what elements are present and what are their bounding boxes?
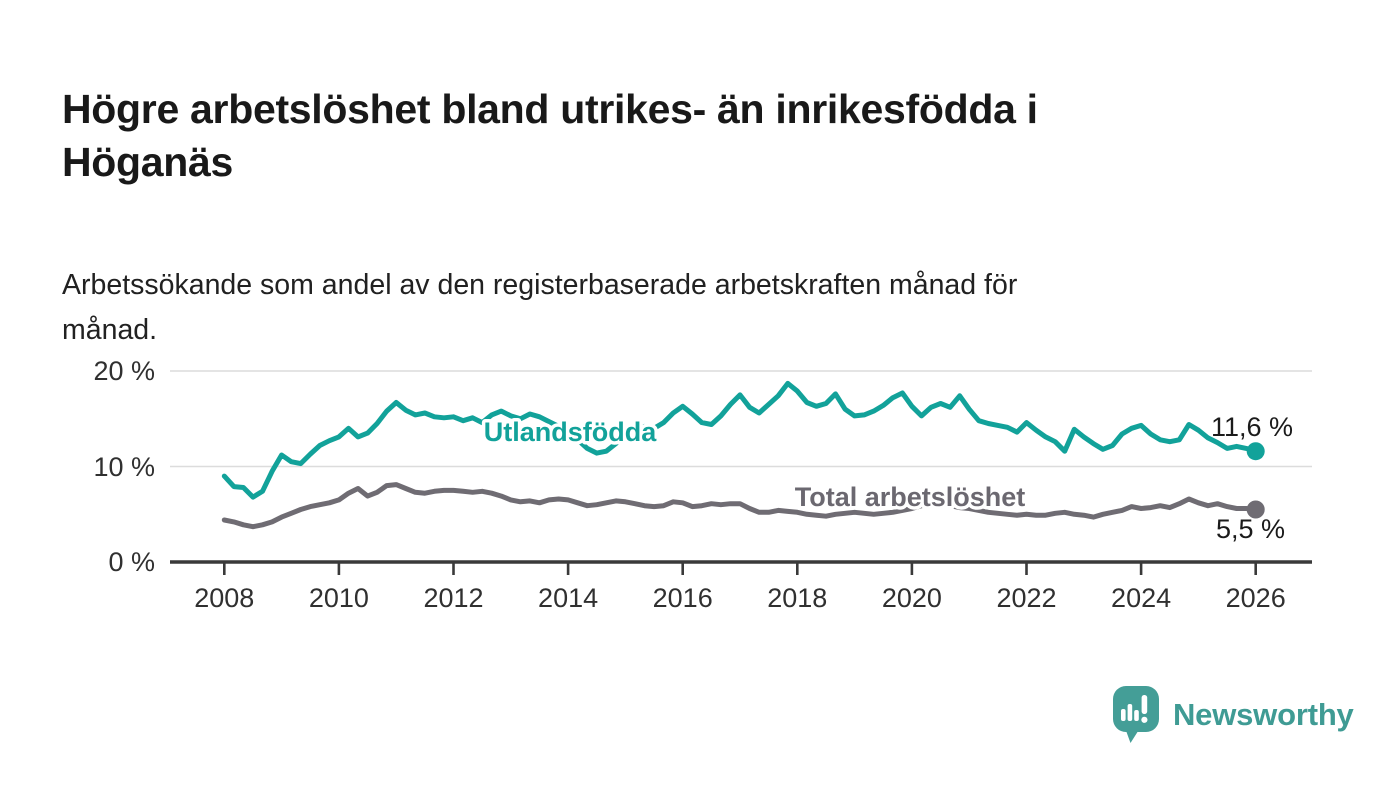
logo-wordmark: Newsworthy bbox=[1173, 697, 1354, 732]
x-tick-label: 2010 bbox=[308, 583, 369, 613]
series-label-total-arbetsloshet: Total arbetslöshet bbox=[795, 482, 1026, 512]
chart-subtitle: Arbetssökande som andel av den registerb… bbox=[62, 268, 1018, 346]
x-tick-label: 2014 bbox=[538, 583, 599, 613]
series-end-dot-0 bbox=[1246, 442, 1265, 461]
series-end-dot-1 bbox=[1246, 500, 1265, 519]
end-value-label-utlandsfodda: 11,6 % bbox=[1211, 412, 1293, 442]
page-title: Högre arbetslöshet bland utrikes- än inr… bbox=[62, 86, 1038, 185]
y-tick-label: 10 % bbox=[93, 451, 155, 482]
x-tick-label: 2020 bbox=[881, 583, 942, 613]
x-tick-label: 2018 bbox=[767, 583, 828, 613]
y-tick-label: 0 % bbox=[108, 547, 155, 577]
x-tick-label: 2016 bbox=[652, 583, 713, 613]
series-line-1 bbox=[221, 482, 1259, 530]
series-label-utlandsfodda: Utlandsfödda bbox=[484, 417, 657, 447]
x-tick-label: 2024 bbox=[1111, 583, 1172, 613]
x-tick-label: 2012 bbox=[423, 583, 484, 613]
x-tick-label: 2026 bbox=[1225, 583, 1286, 613]
series-line-0 bbox=[221, 380, 1259, 500]
newsworthy-logo: Newsworthy bbox=[1113, 686, 1354, 744]
chart-svg: Utlandsfödda Total arbetslöshet 11,6 % 5… bbox=[170, 370, 1312, 575]
newsworthy-speech-bubble-bar-chart-icon bbox=[1113, 686, 1159, 743]
end-value-label-total-arbetsloshet: 5,5 % bbox=[1216, 514, 1285, 544]
y-tick-label: 20 % bbox=[93, 356, 155, 386]
chart-layers bbox=[170, 370, 1312, 575]
x-tick-label: 2008 bbox=[194, 583, 255, 613]
x-tick-label: 2022 bbox=[996, 583, 1057, 613]
